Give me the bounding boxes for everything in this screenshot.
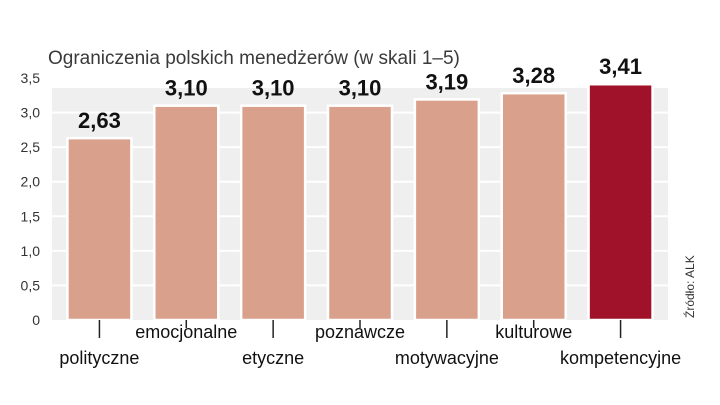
y-tick-label: 2,5 [21,139,41,155]
bar [66,136,133,322]
bar-value-label: 3,10 [339,76,382,101]
bars [66,82,654,322]
bar-value-label: 3,10 [252,76,295,101]
bar [500,91,567,322]
category-label: kulturowe [495,322,572,342]
bar-value-label: 3,28 [512,63,555,88]
bar-value-label: 2,63 [78,108,121,133]
bar-value-label: 3,41 [599,54,642,79]
bar [413,98,481,322]
category-label: polityczne [59,348,139,368]
y-tick-label: 1,0 [21,243,41,259]
chart-title: Ograniczenia polskich menedżerów (w skal… [48,48,460,69]
y-tick-label: 3,5 [21,70,41,86]
bar [153,104,220,322]
bar [587,82,654,322]
bar [326,104,394,322]
category-label: kompetencyjne [560,348,681,368]
category-label: emocjonalne [135,322,237,342]
category-label: poznawcze [315,322,405,342]
y-axis-ticks: 0 0,5 1,0 1,5 2,0 2,5 3,0 3,5 [21,70,41,328]
value-labels: 2,63 3,10 3,10 3,10 3,19 3,28 3,41 [78,54,642,133]
bar-value-label: 3,19 [425,69,468,94]
y-tick-label: 0 [32,312,40,328]
y-tick-label: 1,5 [21,208,41,224]
category-label: etyczne [242,348,304,368]
y-tick-label: 2,0 [21,174,41,190]
y-tick-label: 3,0 [21,105,41,121]
bar [239,104,307,322]
bar-value-label: 3,10 [165,76,208,101]
category-label: motywacyjne [395,348,499,368]
source-note: Źródło: ALK [682,255,697,318]
y-tick-label: 0,5 [21,277,41,293]
